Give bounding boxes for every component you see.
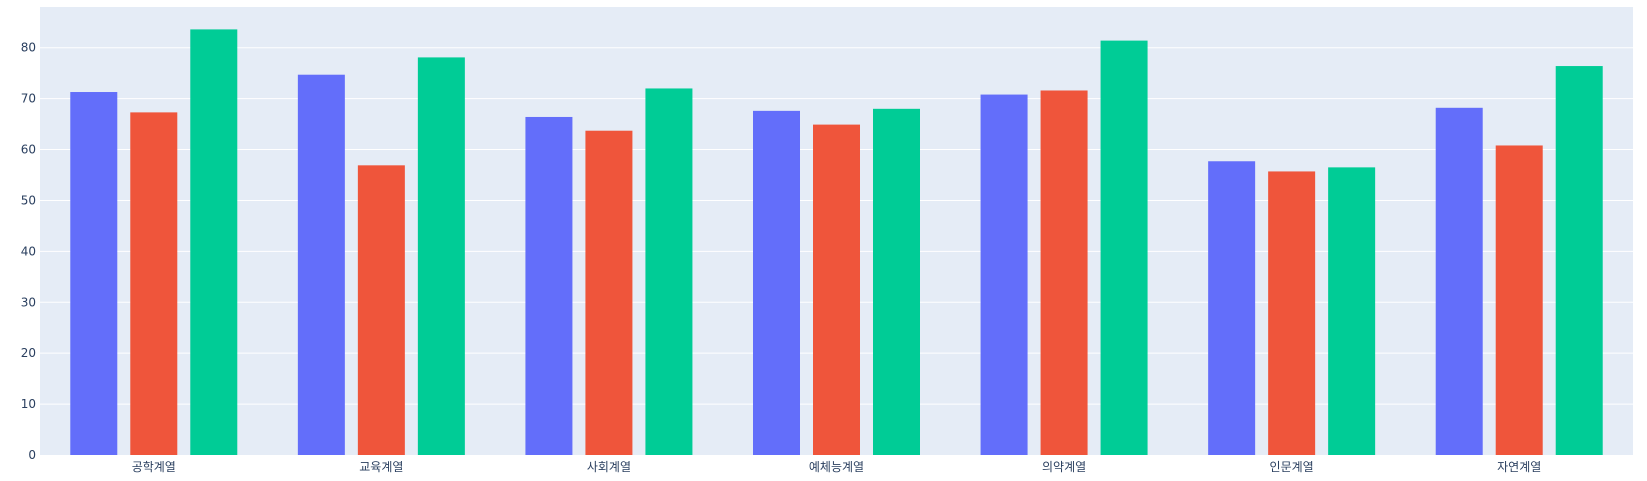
bars — [70, 29, 1603, 456]
y-tick-label: 70 — [21, 92, 36, 106]
bar[interactable] — [357, 165, 405, 455]
y-tick-label: 10 — [21, 397, 36, 411]
y-tick-label: 50 — [21, 193, 36, 207]
bar[interactable] — [645, 88, 693, 456]
x-tick-label: 예체능계열 — [809, 460, 864, 474]
bar[interactable] — [1328, 167, 1376, 455]
y-tick-label: 80 — [21, 41, 36, 55]
bar[interactable] — [130, 112, 178, 455]
bar[interactable] — [1100, 40, 1148, 455]
bar[interactable] — [585, 130, 633, 455]
y-tick-label: 60 — [21, 143, 36, 157]
bar[interactable] — [1555, 66, 1603, 456]
bar[interactable] — [190, 29, 238, 456]
bar[interactable] — [873, 108, 920, 456]
bar[interactable] — [813, 124, 860, 455]
bar[interactable] — [980, 94, 1028, 456]
x-axis-ticks: 공학계열 교육계열 사회계열 예체능계열 의약계열 인문계열 자연계열 — [132, 459, 1542, 474]
bar[interactable] — [297, 74, 345, 455]
bar[interactable] — [1040, 90, 1088, 455]
bar[interactable] — [1208, 161, 1256, 455]
x-tick-label: 공학계열 — [132, 460, 176, 474]
y-tick-label: 20 — [21, 346, 36, 360]
x-tick-label: 의약계열 — [1042, 459, 1086, 474]
y-axis-ticks: 0 10 20 30 40 50 60 70 80 — [21, 41, 36, 462]
x-tick-label: 인문계열 — [1270, 460, 1314, 474]
bar[interactable] — [753, 110, 800, 455]
y-tick-label: 0 — [28, 448, 36, 462]
bar[interactable] — [70, 92, 118, 455]
x-tick-label: 자연계열 — [1497, 460, 1541, 474]
bar[interactable] — [1268, 171, 1316, 455]
x-tick-label: 교육계열 — [359, 460, 403, 474]
bar[interactable] — [417, 57, 465, 456]
bar[interactable] — [1495, 145, 1543, 456]
x-tick-label: 사회계열 — [587, 460, 631, 474]
y-tick-label: 40 — [21, 244, 36, 258]
bar[interactable] — [525, 116, 573, 456]
y-tick-label: 30 — [21, 295, 36, 309]
bar[interactable] — [1435, 107, 1483, 456]
